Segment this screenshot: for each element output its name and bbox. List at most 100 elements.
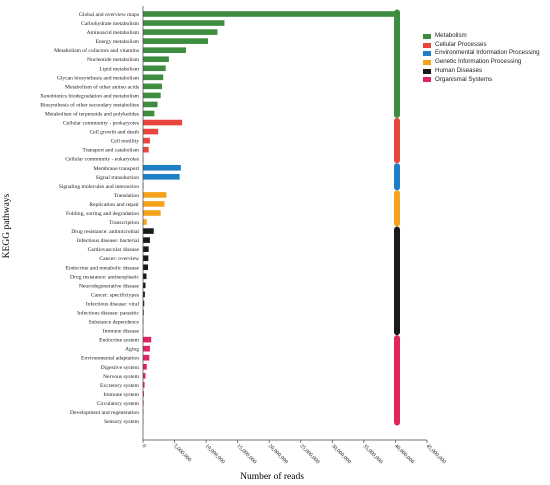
bar <box>143 83 162 90</box>
legend-label: Environmental Information Processing <box>435 49 540 57</box>
bar <box>143 164 181 171</box>
legend-item: Genetic Information Processing <box>423 58 540 67</box>
category-label: Folding, sorting and degradation <box>66 211 139 217</box>
group-bracket <box>394 226 400 336</box>
category-label: Drug resistance: antineoplastic <box>70 274 139 280</box>
bar <box>143 391 144 397</box>
group-bracket <box>394 335 400 426</box>
bar <box>143 382 145 388</box>
group-bracket <box>394 118 400 164</box>
bars-layer <box>143 11 395 424</box>
bar <box>143 110 155 117</box>
category-label: Membrane transport <box>93 166 139 172</box>
category-label: Signaling molecules and interaction <box>59 184 140 190</box>
category-label: Cell motility <box>111 139 140 145</box>
category-label: Global and overview maps <box>79 12 139 18</box>
bar <box>143 92 161 99</box>
category-label: Metabolism of terpenoids and polyketides <box>45 111 139 118</box>
bar <box>143 264 149 271</box>
x-tick-label: 20,000,000 <box>267 443 289 465</box>
category-label: Cellular community - prokaryotes <box>63 121 139 127</box>
category-label: Energy metabolism <box>95 39 139 45</box>
category-label: Immune system <box>103 392 139 398</box>
category-label: Endocrine and metabolic disease <box>66 265 140 271</box>
category-label: Substance dependence <box>89 320 140 326</box>
category-label: Signal transduction <box>96 175 140 181</box>
legend-item: Cellular Processes <box>423 41 540 50</box>
category-label: Metabolism of other amino acids <box>65 83 139 90</box>
group-brackets <box>394 9 400 426</box>
bar <box>143 29 218 35</box>
category-label: Carbohydrate metabolism <box>81 21 140 27</box>
category-label: Excretory system <box>100 383 140 389</box>
bar <box>143 336 152 343</box>
bar <box>143 65 166 72</box>
legend-swatch <box>423 59 431 65</box>
bar <box>143 345 150 352</box>
bar <box>143 219 147 225</box>
legend-swatch <box>423 68 431 74</box>
legend-swatch <box>423 77 431 83</box>
category-label: Immune disease <box>103 329 140 335</box>
bar <box>143 146 149 153</box>
category-label: Endocrine system <box>99 338 140 344</box>
legend: Metabolism Cellular Processes Environmenta… <box>423 32 540 84</box>
bar <box>143 20 225 26</box>
category-label: Environmental adaptation <box>81 356 139 362</box>
legend-swatch <box>423 51 431 57</box>
category-label: Lipid metabolism <box>99 66 139 72</box>
group-bracket <box>394 190 400 227</box>
x-tick-label: 45,000,000 <box>425 443 447 465</box>
bar <box>143 56 169 63</box>
bar <box>143 273 147 280</box>
category-label: Cancer: overview <box>99 256 140 262</box>
bar <box>143 363 147 370</box>
category-label: Aminoacid metabolism <box>87 30 140 36</box>
legend-item: Human Diseases <box>423 67 540 76</box>
category-label: Cardiovascular disease <box>88 247 140 253</box>
bar <box>143 74 164 81</box>
legend-item: Organismal Systems <box>423 76 540 85</box>
x-tick-label: 0 <box>141 443 147 449</box>
bar <box>143 38 208 44</box>
bar <box>143 192 167 198</box>
bar <box>143 300 145 307</box>
bar <box>143 255 149 262</box>
bar <box>143 354 150 361</box>
x-tick-label: 15,000,000 <box>235 443 257 465</box>
legend-label: Genetic Information Processing <box>435 58 522 66</box>
category-label: Infectious disease: viral <box>86 300 140 307</box>
x-axis-title: Number of reads <box>240 471 304 482</box>
category-label: Metabolism of cofactors and vitamins <box>54 47 139 54</box>
bar <box>143 11 395 17</box>
x-tick-label: 30,000,000 <box>330 443 352 465</box>
category-label: Glycan biosynthesis and metabolism <box>57 75 140 81</box>
bar <box>143 228 154 234</box>
category-label: Xenobiotics biodegradation and metabolis… <box>40 93 140 99</box>
bar <box>143 119 183 126</box>
legend-swatch <box>423 42 431 48</box>
x-tick-label: 35,000,000 <box>361 443 383 465</box>
category-label: Drug resistance: antimicrobial <box>71 229 139 235</box>
bar <box>143 237 150 243</box>
x-tick-label: 25,000,000 <box>298 443 320 465</box>
category-label: Transcription <box>109 220 139 226</box>
bar <box>143 47 186 53</box>
bar <box>143 174 180 180</box>
bar <box>143 128 159 135</box>
legend-item: Metabolism <box>423 32 540 41</box>
group-bracket <box>394 163 400 191</box>
category-label: Infectious disease: parasitic <box>77 309 139 316</box>
category-label: Nervous system <box>103 374 140 380</box>
legend-item: Environmental Information Processing <box>423 49 540 58</box>
x-tick-label: 40,000,000 <box>393 443 415 465</box>
legend-label: Metabolism <box>435 32 467 39</box>
bar <box>143 291 145 298</box>
category-label: Digestive system <box>101 365 140 371</box>
category-label: Development and regeneration <box>70 410 139 416</box>
bar <box>143 137 150 144</box>
category-label: Nucleotide metabolism <box>87 57 140 63</box>
y-axis-title: KEGG pathways <box>2 193 12 258</box>
legend-label: Organismal Systems <box>435 75 493 83</box>
